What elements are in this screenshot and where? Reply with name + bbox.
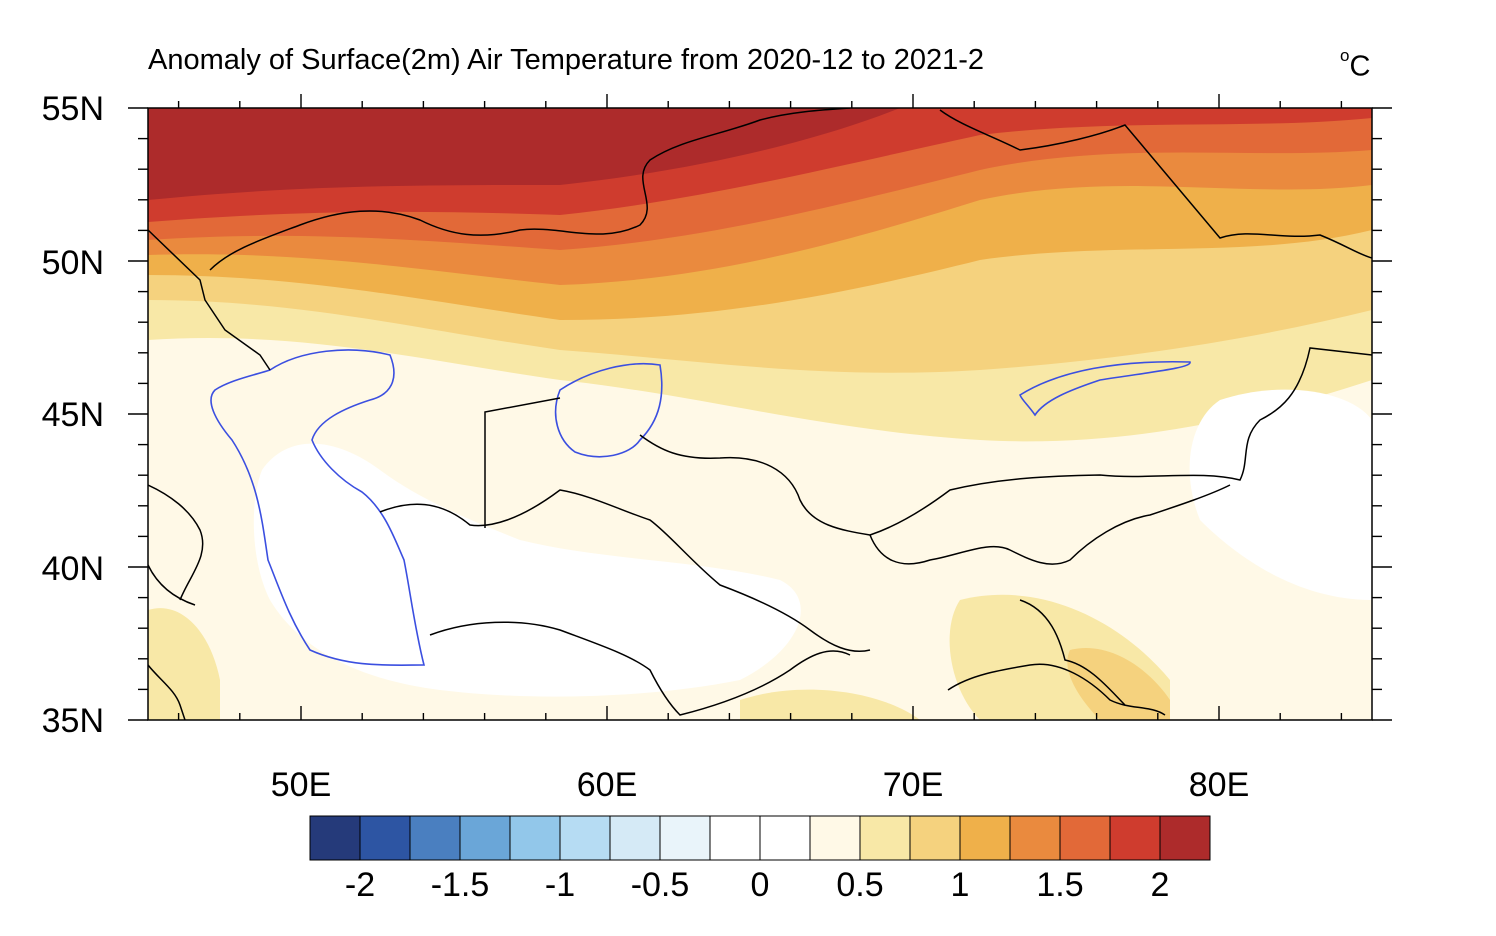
latitude-label-45n: 45N <box>41 396 104 434</box>
border-uzbek-kaz <box>484 347 1372 536</box>
caspian-sea-outline <box>210 349 426 666</box>
colorbar-tick-label: 0 <box>750 866 770 904</box>
latitude-label-50n: 50N <box>41 244 104 282</box>
warm-patch-southeast-core <box>1067 648 1170 720</box>
colorbar-tick-label: -1.5 <box>430 866 490 904</box>
units-label: oC <box>1340 46 1371 84</box>
latitude-label-40n: 40N <box>41 550 104 588</box>
units-letter: C <box>1349 50 1371 83</box>
longitude-label-70e: 70E <box>882 766 944 804</box>
colorbar-tick-label: 1.5 <box>1036 866 1084 904</box>
colorbar-tick-label: 1 <box>950 866 970 904</box>
zero-region-caspian <box>253 443 801 697</box>
colorbar-tick-label: 0.5 <box>836 866 884 904</box>
colorbar-tick-label: 2 <box>1150 866 1170 904</box>
warm-patch-southwest <box>148 608 220 720</box>
latitude-label-35n: 35N <box>41 702 104 740</box>
coastline-layer <box>148 108 1372 720</box>
longitude-label-80e: 80E <box>1188 766 1250 804</box>
longitude-label-60e: 60E <box>576 766 638 804</box>
band-2.25 <box>148 108 900 200</box>
units-degree-symbol: o <box>1340 46 1350 65</box>
border-central-asia <box>148 484 1231 720</box>
colorbar-tick-label: -1 <box>544 866 576 904</box>
lake-balkhash-outline <box>1019 360 1191 417</box>
latitude-label-55n: 55N <box>41 90 104 128</box>
border-northern <box>148 108 1372 371</box>
colorbar-tick-label: -2 <box>344 866 376 904</box>
axis-ticks <box>128 94 1392 721</box>
warm-patch-south <box>740 689 920 720</box>
map-title: Anomaly of Surface(2m) Air Temperature f… <box>148 44 985 76</box>
longitude-label-50e: 50E <box>270 766 332 804</box>
anomaly-fill-layer <box>148 108 1372 720</box>
colorbar-tick-label: -0.5 <box>630 866 690 904</box>
zero-region-east <box>1189 389 1372 600</box>
